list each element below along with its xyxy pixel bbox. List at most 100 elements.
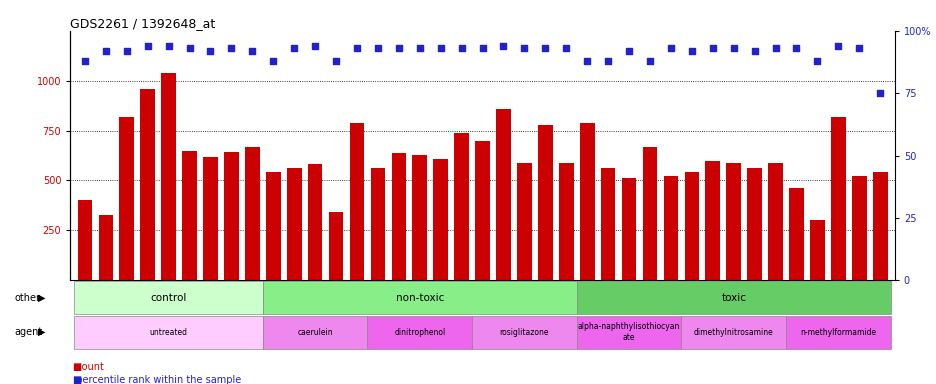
- Point: [517, 45, 532, 51]
- Point: [266, 58, 281, 64]
- Point: [579, 58, 594, 64]
- Point: [286, 45, 301, 51]
- Text: GDS2261 / 1392648_at: GDS2261 / 1392648_at: [70, 17, 215, 30]
- Point: [140, 43, 155, 49]
- Point: [768, 45, 782, 51]
- Text: ▶: ▶: [38, 293, 46, 303]
- Bar: [684, 172, 698, 280]
- Bar: [224, 152, 239, 280]
- Point: [370, 45, 385, 51]
- Bar: [454, 132, 468, 280]
- Text: untreated: untreated: [150, 328, 187, 337]
- Bar: [472, 316, 577, 349]
- Text: caerulein: caerulein: [297, 328, 332, 337]
- Bar: [74, 281, 262, 314]
- Text: alpha-naphthylisothiocyan
ate: alpha-naphthylisothiocyan ate: [578, 323, 680, 342]
- Point: [621, 48, 636, 54]
- Point: [495, 43, 510, 49]
- Bar: [308, 164, 322, 280]
- Text: n-methylformamide: n-methylformamide: [799, 328, 875, 337]
- Bar: [785, 316, 890, 349]
- Text: toxic: toxic: [721, 293, 745, 303]
- Point: [349, 45, 364, 51]
- Bar: [140, 89, 154, 280]
- Bar: [788, 189, 803, 280]
- Text: count: count: [70, 362, 104, 372]
- Bar: [262, 281, 577, 314]
- Bar: [810, 220, 824, 280]
- Bar: [262, 316, 367, 349]
- Point: [683, 48, 698, 54]
- Point: [329, 58, 344, 64]
- Bar: [78, 200, 92, 280]
- Point: [119, 48, 134, 54]
- Bar: [579, 122, 593, 280]
- Text: ■: ■: [72, 362, 81, 372]
- Bar: [577, 281, 890, 314]
- Text: non-toxic: non-toxic: [395, 293, 444, 303]
- Bar: [622, 179, 636, 280]
- Point: [851, 45, 866, 51]
- Point: [475, 45, 490, 51]
- Bar: [182, 151, 197, 280]
- Bar: [747, 169, 761, 280]
- Text: ▶: ▶: [38, 327, 46, 337]
- Bar: [517, 162, 531, 280]
- Bar: [329, 212, 343, 280]
- Point: [809, 58, 824, 64]
- Bar: [537, 124, 552, 280]
- Point: [224, 45, 239, 51]
- Bar: [203, 157, 217, 280]
- Bar: [74, 316, 262, 349]
- Bar: [663, 177, 678, 280]
- Bar: [642, 147, 656, 280]
- Point: [412, 45, 427, 51]
- Bar: [496, 109, 510, 280]
- Text: dimethylnitrosamine: dimethylnitrosamine: [693, 328, 773, 337]
- Bar: [768, 162, 782, 280]
- Point: [830, 43, 845, 49]
- Bar: [266, 172, 280, 280]
- Bar: [851, 177, 866, 280]
- Point: [78, 58, 93, 64]
- Bar: [705, 161, 720, 280]
- Bar: [161, 73, 176, 280]
- Point: [454, 45, 469, 51]
- Bar: [559, 162, 573, 280]
- Bar: [872, 172, 886, 280]
- Bar: [412, 154, 427, 280]
- Point: [307, 43, 322, 49]
- Bar: [391, 152, 405, 280]
- Point: [663, 45, 678, 51]
- Point: [203, 48, 218, 54]
- Bar: [286, 169, 301, 280]
- Text: dinitrophenol: dinitrophenol: [394, 328, 445, 337]
- Point: [98, 48, 113, 54]
- Point: [558, 45, 573, 51]
- Bar: [475, 141, 490, 280]
- Bar: [98, 215, 113, 280]
- Bar: [577, 316, 680, 349]
- Bar: [367, 316, 472, 349]
- Bar: [680, 316, 785, 349]
- Text: other: other: [14, 293, 40, 303]
- Text: ■: ■: [72, 375, 81, 384]
- Bar: [349, 122, 364, 280]
- Point: [725, 45, 740, 51]
- Bar: [244, 147, 259, 280]
- Bar: [830, 117, 845, 280]
- Bar: [119, 117, 134, 280]
- Point: [391, 45, 406, 51]
- Point: [182, 45, 197, 51]
- Text: rosiglitazone: rosiglitazone: [499, 328, 548, 337]
- Point: [746, 48, 761, 54]
- Bar: [433, 159, 447, 280]
- Point: [244, 48, 259, 54]
- Text: agent: agent: [14, 327, 42, 337]
- Point: [537, 45, 552, 51]
- Bar: [725, 162, 740, 280]
- Text: percentile rank within the sample: percentile rank within the sample: [70, 375, 241, 384]
- Point: [642, 58, 657, 64]
- Point: [161, 43, 176, 49]
- Point: [871, 90, 886, 96]
